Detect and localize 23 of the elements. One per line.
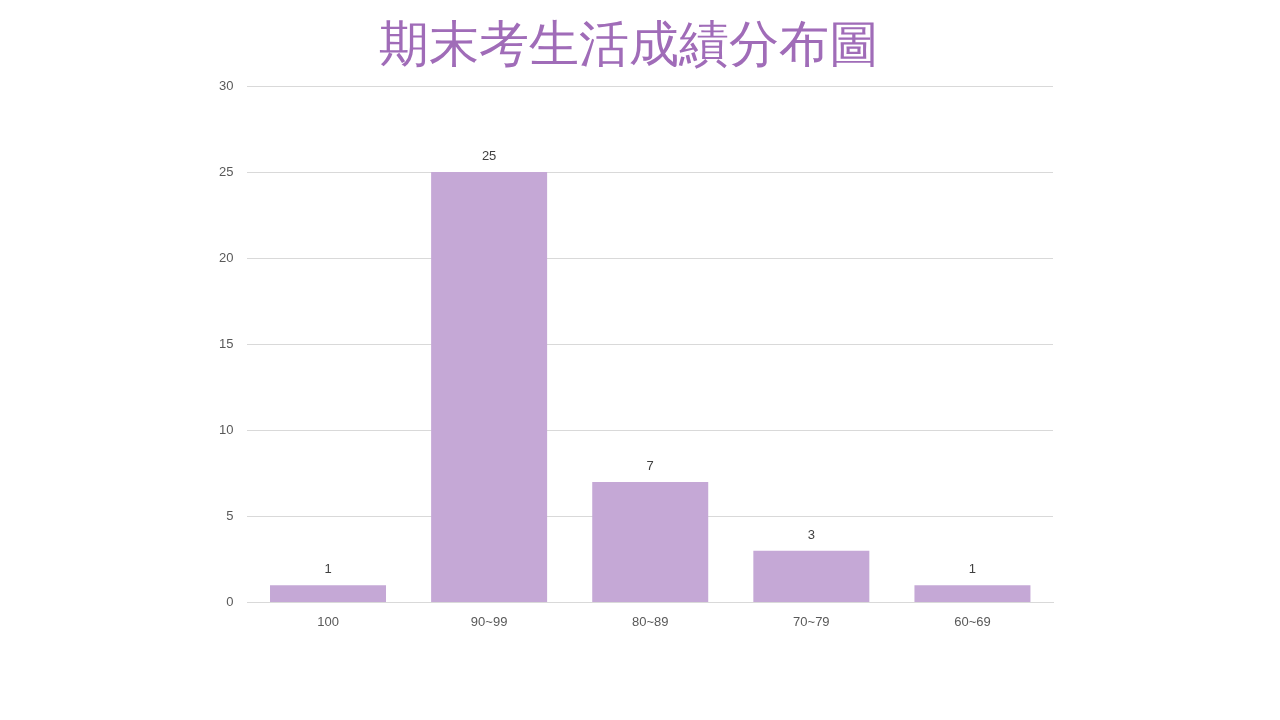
data-label: 1 [968, 561, 977, 577]
y-tick-label: 0 [226, 593, 234, 609]
x-tick-label: 90~99 [470, 613, 508, 629]
y-tick-label: 5 [226, 507, 234, 523]
bar [431, 172, 548, 602]
bar [592, 481, 709, 602]
x-tick-label: 80~89 [631, 613, 669, 629]
x-tick-label: 100 [317, 613, 339, 629]
y-tick-label: 10 [218, 421, 234, 437]
y-tick-label: 20 [218, 249, 234, 265]
data-label: 25 [481, 148, 497, 164]
data-label: 1 [324, 561, 332, 577]
chart-title: 期末考生活成績分布圖 [379, 14, 879, 73]
x-tick-label: 60~69 [954, 613, 991, 629]
bar [753, 550, 870, 602]
bar [914, 585, 1031, 602]
y-tick-label: 25 [218, 163, 234, 179]
y-tick-label: 30 [218, 77, 234, 93]
data-label: 7 [646, 457, 654, 473]
y-tick-label: 15 [218, 335, 234, 351]
x-tick-label: 70~79 [793, 613, 830, 629]
data-label: 3 [807, 526, 815, 542]
bar [270, 585, 387, 602]
